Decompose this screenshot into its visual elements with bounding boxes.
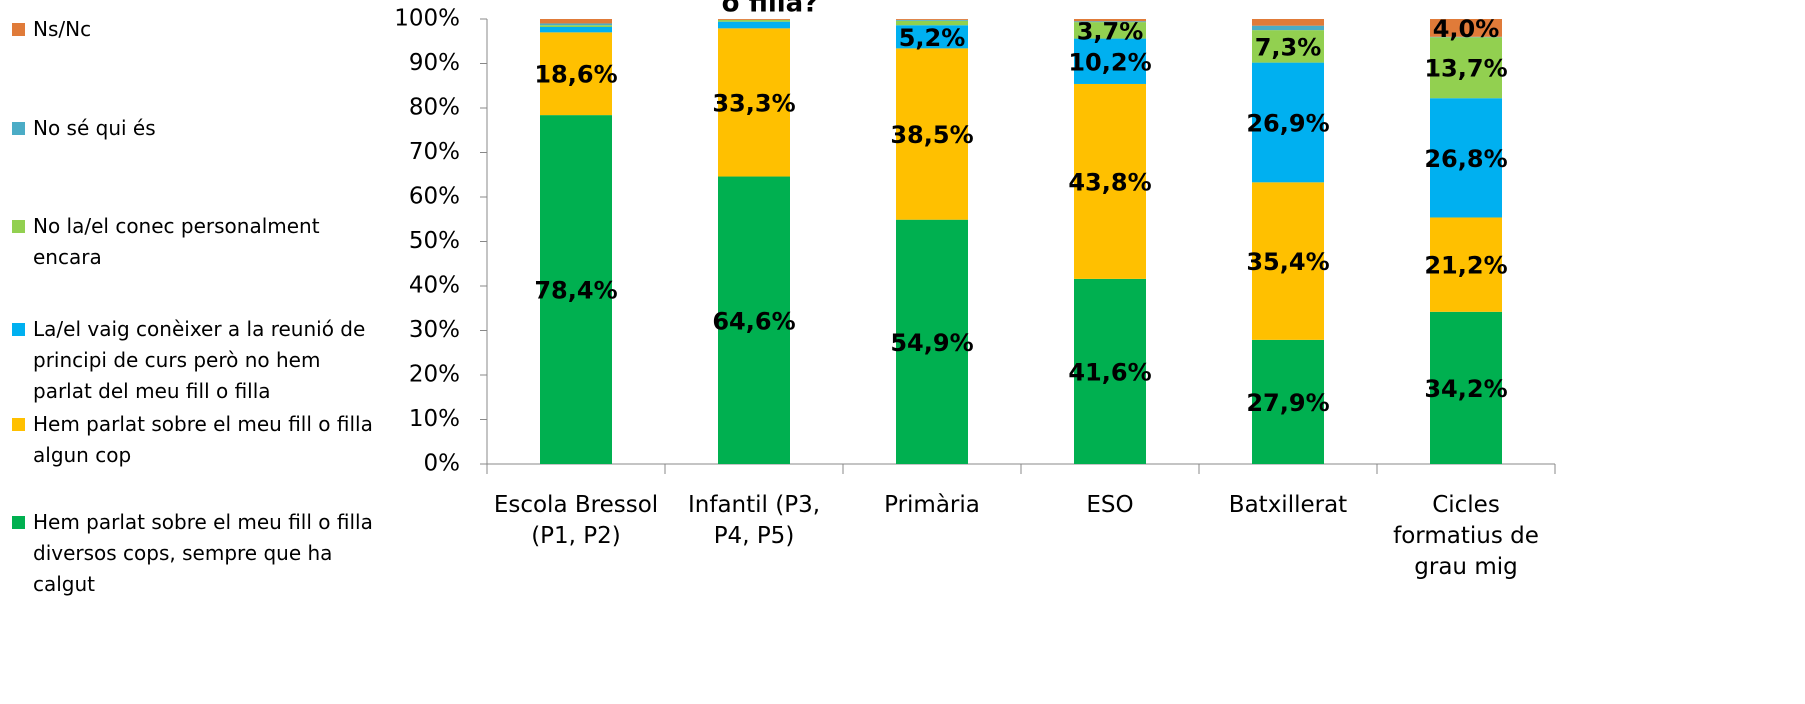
data-label: 34,2% bbox=[1424, 375, 1507, 403]
legend-item: Hem parlat sobre el meu fill o filla alg… bbox=[12, 409, 382, 471]
bar-segment bbox=[718, 28, 790, 177]
data-label: 26,8% bbox=[1424, 145, 1507, 173]
data-label: 18,6% bbox=[534, 61, 617, 89]
y-tick-label: 0% bbox=[424, 451, 461, 477]
y-tick-label: 80% bbox=[409, 95, 460, 121]
bar-segment bbox=[1430, 311, 1502, 464]
bar-segment bbox=[1252, 339, 1324, 464]
legend-label: Hem parlat sobre el meu fill o filla alg… bbox=[33, 412, 373, 467]
legend-swatch bbox=[12, 220, 25, 233]
bar-segment bbox=[1430, 98, 1502, 218]
x-tick-label: ESO bbox=[1086, 492, 1134, 518]
y-tick-label: 90% bbox=[409, 50, 460, 76]
data-label: 43,8% bbox=[1068, 168, 1151, 196]
y-tick-label: 30% bbox=[409, 317, 460, 343]
bar-segment bbox=[1074, 83, 1146, 279]
x-tick-label: Primària bbox=[884, 492, 980, 518]
legend-swatch bbox=[12, 23, 25, 36]
bar-segment bbox=[896, 20, 968, 26]
data-label: 13,7% bbox=[1424, 55, 1507, 83]
y-tick-label: 70% bbox=[409, 139, 460, 165]
data-label: 4,0% bbox=[1433, 15, 1500, 43]
bar-segment bbox=[1074, 19, 1146, 22]
y-tick-label: 20% bbox=[409, 362, 460, 388]
data-label: 5,2% bbox=[899, 24, 966, 52]
bar-segment bbox=[1074, 21, 1146, 23]
legend-item: No sé qui és bbox=[12, 113, 382, 144]
legend-item: Ns/Nc bbox=[12, 14, 382, 45]
y-tick-label: 60% bbox=[409, 184, 460, 210]
bar-segment bbox=[540, 23, 612, 26]
bar-segment bbox=[1074, 278, 1146, 464]
bar-segment bbox=[1252, 19, 1324, 26]
bar-segment bbox=[1252, 30, 1324, 63]
bar-segment bbox=[896, 19, 968, 21]
legend-label: No la/el conec personalment encara bbox=[33, 214, 320, 269]
bar-segment bbox=[718, 21, 790, 29]
x-tick-label: Cicles formatius de grau mig bbox=[1393, 492, 1539, 580]
x-tick-label: Batxillerat bbox=[1228, 492, 1348, 518]
legend-item: La/el vaig conèixer a la reunió de princ… bbox=[12, 314, 382, 407]
bar-segment bbox=[1252, 25, 1324, 31]
bar-segment bbox=[718, 176, 790, 464]
data-label: 54,9% bbox=[890, 329, 973, 357]
bar-segment bbox=[1074, 38, 1146, 84]
legend-label: No sé qui és bbox=[33, 116, 156, 140]
bar-segment bbox=[540, 27, 612, 33]
x-tick-label: Escola Bressol (P1, P2) bbox=[493, 492, 659, 549]
data-label: 38,5% bbox=[890, 121, 973, 149]
y-tick-label: 40% bbox=[409, 273, 460, 299]
bar-segment bbox=[1430, 37, 1502, 99]
data-label: 78,4% bbox=[534, 277, 617, 305]
data-label: 33,3% bbox=[712, 89, 795, 117]
bar-segment bbox=[1252, 62, 1324, 183]
legend-item: No la/el conec personalment encara bbox=[12, 211, 382, 273]
legend-label: Hem parlat sobre el meu fill o filla div… bbox=[33, 510, 373, 596]
bar-segment bbox=[718, 19, 790, 20]
chart-title: o filla? bbox=[722, 0, 819, 19]
data-label: 7,3% bbox=[1255, 33, 1322, 61]
bar-segment bbox=[896, 219, 968, 464]
x-tick-label: Infantil (P3, P4, P5) bbox=[687, 492, 821, 549]
data-label: 41,6% bbox=[1068, 358, 1151, 386]
bar-segment bbox=[896, 25, 968, 49]
data-label: 26,9% bbox=[1246, 109, 1329, 137]
legend-swatch bbox=[12, 323, 25, 336]
data-label: 64,6% bbox=[712, 307, 795, 335]
bar-segment bbox=[896, 48, 968, 220]
legend-swatch bbox=[12, 418, 25, 431]
bar-segment bbox=[1430, 217, 1502, 312]
legend-label: Ns/Nc bbox=[33, 17, 92, 41]
y-tick-label: 10% bbox=[409, 406, 460, 432]
bar-segment bbox=[540, 115, 612, 465]
legend-swatch bbox=[12, 122, 25, 135]
bar-segment bbox=[1074, 22, 1146, 39]
data-label: 27,9% bbox=[1246, 389, 1329, 417]
data-label: 35,4% bbox=[1246, 248, 1329, 276]
bar-segment bbox=[1430, 19, 1502, 37]
bar-segment bbox=[1252, 182, 1324, 340]
data-label: 10,2% bbox=[1068, 48, 1151, 76]
bar-segment bbox=[540, 25, 612, 28]
bar-segment bbox=[718, 19, 790, 22]
y-tick-label: 100% bbox=[394, 6, 460, 32]
data-label: 21,2% bbox=[1424, 252, 1507, 280]
legend-swatch bbox=[12, 516, 25, 529]
bar-segment bbox=[540, 19, 612, 24]
bar-segment bbox=[540, 32, 612, 116]
legend-label: La/el vaig conèixer a la reunió de princ… bbox=[33, 317, 366, 403]
y-tick-label: 50% bbox=[409, 228, 460, 254]
legend-item: Hem parlat sobre el meu fill o filla div… bbox=[12, 507, 382, 600]
bar-segment bbox=[896, 19, 968, 20]
